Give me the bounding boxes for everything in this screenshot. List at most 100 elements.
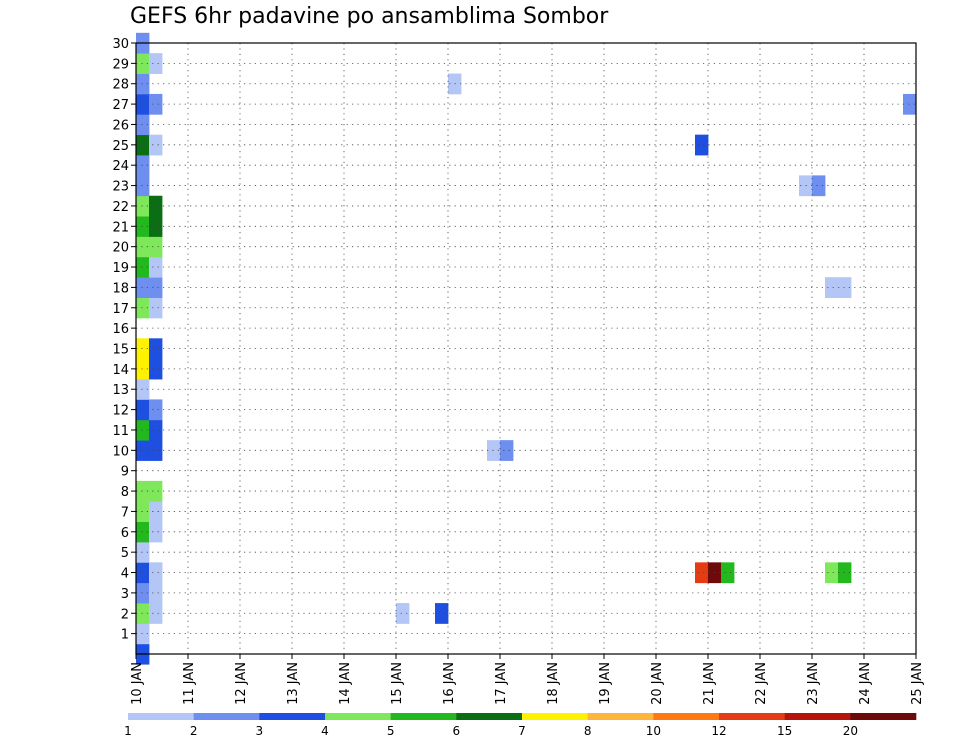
colorbar-segment bbox=[193, 713, 260, 720]
x-tick-label: 16 JAN bbox=[442, 662, 457, 705]
x-tick-label: 12 JAN bbox=[234, 662, 249, 705]
x-tick-label: 21 JAN bbox=[702, 662, 717, 705]
colorbar-segment bbox=[325, 713, 391, 720]
heatmap-cell bbox=[149, 419, 163, 441]
y-tick-label: 3 bbox=[121, 587, 129, 602]
heatmap-cell bbox=[136, 134, 150, 156]
heatmap-cell bbox=[136, 623, 150, 645]
x-tick-label: 17 JAN bbox=[494, 662, 509, 705]
x-tick-label: 23 JAN bbox=[806, 662, 821, 705]
x-tick-label: 18 JAN bbox=[546, 662, 561, 705]
heatmap-cell bbox=[149, 501, 163, 523]
colorbar-segment bbox=[587, 713, 654, 720]
colorbar-segment bbox=[653, 713, 720, 720]
heatmap-cell bbox=[149, 338, 163, 360]
colorbar-segment bbox=[128, 713, 194, 720]
x-tick-label: 19 JAN bbox=[598, 662, 613, 705]
colorbar-label: 6 bbox=[453, 724, 461, 738]
colorbar-label: 20 bbox=[843, 724, 858, 738]
colorbar-label: 2 bbox=[190, 724, 198, 738]
heatmap-cell bbox=[136, 582, 150, 604]
x-axis: 10 JAN 11 JAN 12 JAN 13 JAN 14 JAN 15 JAN 16 J… bbox=[130, 654, 925, 705]
y-tick-label: 9 bbox=[121, 465, 129, 480]
x-tick-label: 25 JAN bbox=[910, 662, 925, 705]
heatmap-cell bbox=[487, 440, 501, 461]
heatmap-cell bbox=[825, 277, 839, 298]
heatmap-cells bbox=[136, 32, 917, 665]
heatmap-cell bbox=[149, 562, 163, 584]
colorbar-label: 3 bbox=[256, 724, 264, 738]
chart-title: GEFS 6hr padavine po ansamblima Sombor bbox=[130, 4, 609, 29]
heatmap-cell bbox=[136, 155, 150, 176]
heatmap-cell bbox=[721, 562, 735, 584]
y-tick-label: 17 bbox=[112, 302, 129, 317]
heatmap-cell bbox=[136, 541, 150, 563]
y-tick-label: 24 bbox=[112, 159, 129, 174]
heatmap-cell bbox=[136, 256, 150, 278]
colorbar-legend: 1 2 3 4 5 6 7 8 10 12 15 20 bbox=[124, 713, 917, 738]
y-tick-label: 11 bbox=[112, 424, 129, 439]
heatmap-cell bbox=[136, 603, 150, 624]
heatmap-cell bbox=[149, 297, 163, 319]
colorbar-segment bbox=[522, 713, 588, 720]
heatmap-cell bbox=[149, 521, 163, 543]
y-tick-label: 15 bbox=[112, 343, 129, 358]
heatmap-cell bbox=[838, 277, 852, 298]
y-tick-label: 19 bbox=[112, 261, 129, 276]
heatmap-cell bbox=[136, 399, 150, 421]
heatmap-cell bbox=[136, 521, 150, 543]
heatmap-cell bbox=[136, 379, 150, 400]
heatmap-cell bbox=[149, 256, 163, 278]
heatmap-cell bbox=[136, 53, 150, 74]
y-tick-label: 22 bbox=[112, 200, 129, 215]
colorbar-segment bbox=[850, 713, 917, 720]
colorbar-segment bbox=[390, 713, 457, 720]
heatmap-cell bbox=[136, 216, 150, 237]
heatmap-cell bbox=[136, 93, 150, 115]
y-tick-label: 20 bbox=[112, 241, 129, 256]
heatmap-cell bbox=[136, 277, 150, 298]
y-tick-label: 12 bbox=[112, 404, 129, 419]
heatmap-cell bbox=[149, 93, 163, 115]
heatmap-cell bbox=[695, 134, 709, 156]
y-tick-label: 14 bbox=[112, 363, 129, 378]
colorbar-segment bbox=[456, 713, 523, 720]
colorbar-label: 1 bbox=[124, 724, 132, 738]
y-tick-label: 10 bbox=[112, 444, 129, 459]
colorbar-label: 8 bbox=[584, 724, 592, 738]
x-tick-label: 11 JAN bbox=[182, 662, 197, 705]
colorbar-label: 5 bbox=[387, 724, 395, 738]
heatmap-cell bbox=[149, 399, 163, 421]
heatmap-cell bbox=[903, 93, 917, 115]
y-tick-label: 5 bbox=[121, 546, 129, 561]
heatmap-cell bbox=[136, 419, 150, 441]
heatmap-cell bbox=[136, 236, 150, 258]
heatmap-cell bbox=[435, 603, 449, 624]
y-tick-label: 26 bbox=[112, 118, 129, 133]
colorbar-label: 12 bbox=[711, 724, 726, 738]
heatmap-cell bbox=[825, 562, 839, 584]
heatmap-cell bbox=[136, 562, 150, 584]
colorbar-label: 15 bbox=[777, 724, 792, 738]
heatmap-cell bbox=[136, 480, 150, 502]
heatmap-cell bbox=[136, 338, 150, 360]
heatmap-cell bbox=[149, 358, 163, 380]
heatmap-cell bbox=[136, 501, 150, 523]
heatmap-cell bbox=[812, 175, 826, 197]
heatmap-cell bbox=[149, 195, 163, 217]
heatmap-cell bbox=[136, 358, 150, 380]
heatmap-cell bbox=[149, 53, 163, 74]
y-tick-label: 25 bbox=[112, 139, 129, 154]
colorbar-label: 10 bbox=[646, 724, 661, 738]
x-tick-label: 15 JAN bbox=[390, 662, 405, 705]
colorbar-label: 7 bbox=[518, 724, 526, 738]
heatmap-cell bbox=[136, 440, 150, 461]
y-tick-label: 23 bbox=[112, 180, 129, 195]
y-tick-label: 16 bbox=[112, 322, 129, 337]
x-tick-label: 14 JAN bbox=[338, 662, 353, 705]
colorbar-segment bbox=[259, 713, 326, 720]
y-tick-label: 6 bbox=[121, 526, 129, 541]
colorbar-label: 4 bbox=[321, 724, 329, 738]
y-tick-label: 4 bbox=[121, 567, 129, 582]
